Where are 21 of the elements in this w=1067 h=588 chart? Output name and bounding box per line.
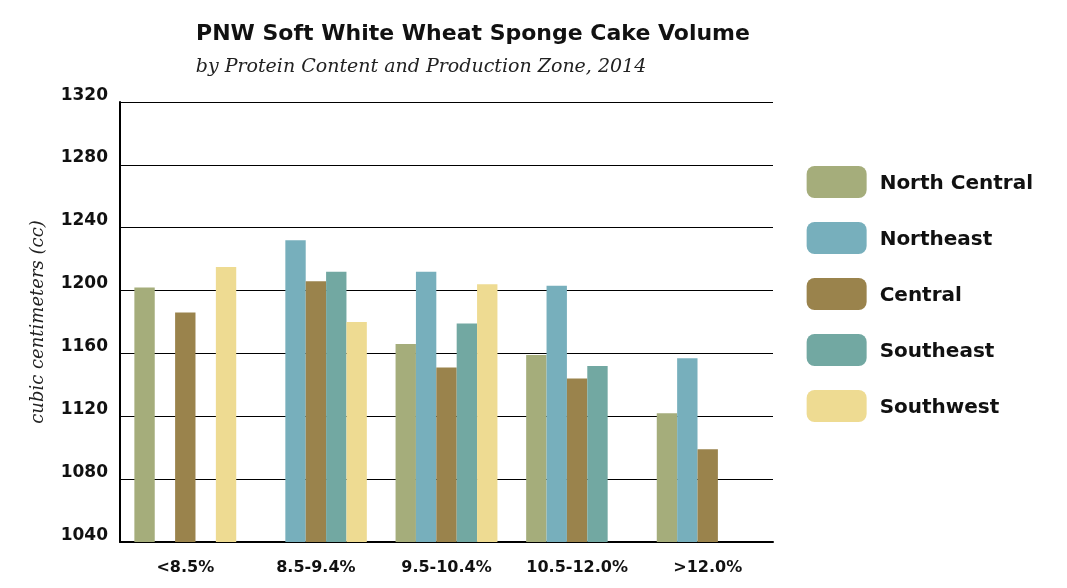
y-tick-label: 1200 xyxy=(60,272,109,293)
chart-title: PNW Soft White Wheat Sponge Cake Volume xyxy=(196,19,750,45)
legend-label: Northeast xyxy=(879,226,993,250)
x-tick-label: 10.5-12.0% xyxy=(526,556,628,576)
x-tick-label: 8.5-9.4% xyxy=(276,556,356,576)
legend-label: North Central xyxy=(879,170,1033,194)
y-tick-label: 1280 xyxy=(60,146,109,167)
chart-subtitle: by Protein Content and Production Zone, 2014 xyxy=(195,53,647,76)
legend-label: Southwest xyxy=(879,394,1000,418)
y-tick-label: 1120 xyxy=(60,397,109,418)
x-tick-label: >12.0% xyxy=(673,556,743,576)
legend-label: Southeast xyxy=(879,338,995,362)
y-tick-label: 1080 xyxy=(60,460,109,481)
y-tick-label: 1320 xyxy=(60,83,109,104)
x-tick-label: 9.5-10.4% xyxy=(401,556,492,576)
y-tick-label: 1160 xyxy=(60,334,109,355)
x-tick-label: <8.5% xyxy=(156,556,215,576)
y-axis-title: cubic centimeters (cc) xyxy=(25,220,47,424)
y-tick-label: 1240 xyxy=(60,209,109,230)
y-tick-label: 1040 xyxy=(60,523,109,544)
legend-label: Central xyxy=(879,282,962,306)
